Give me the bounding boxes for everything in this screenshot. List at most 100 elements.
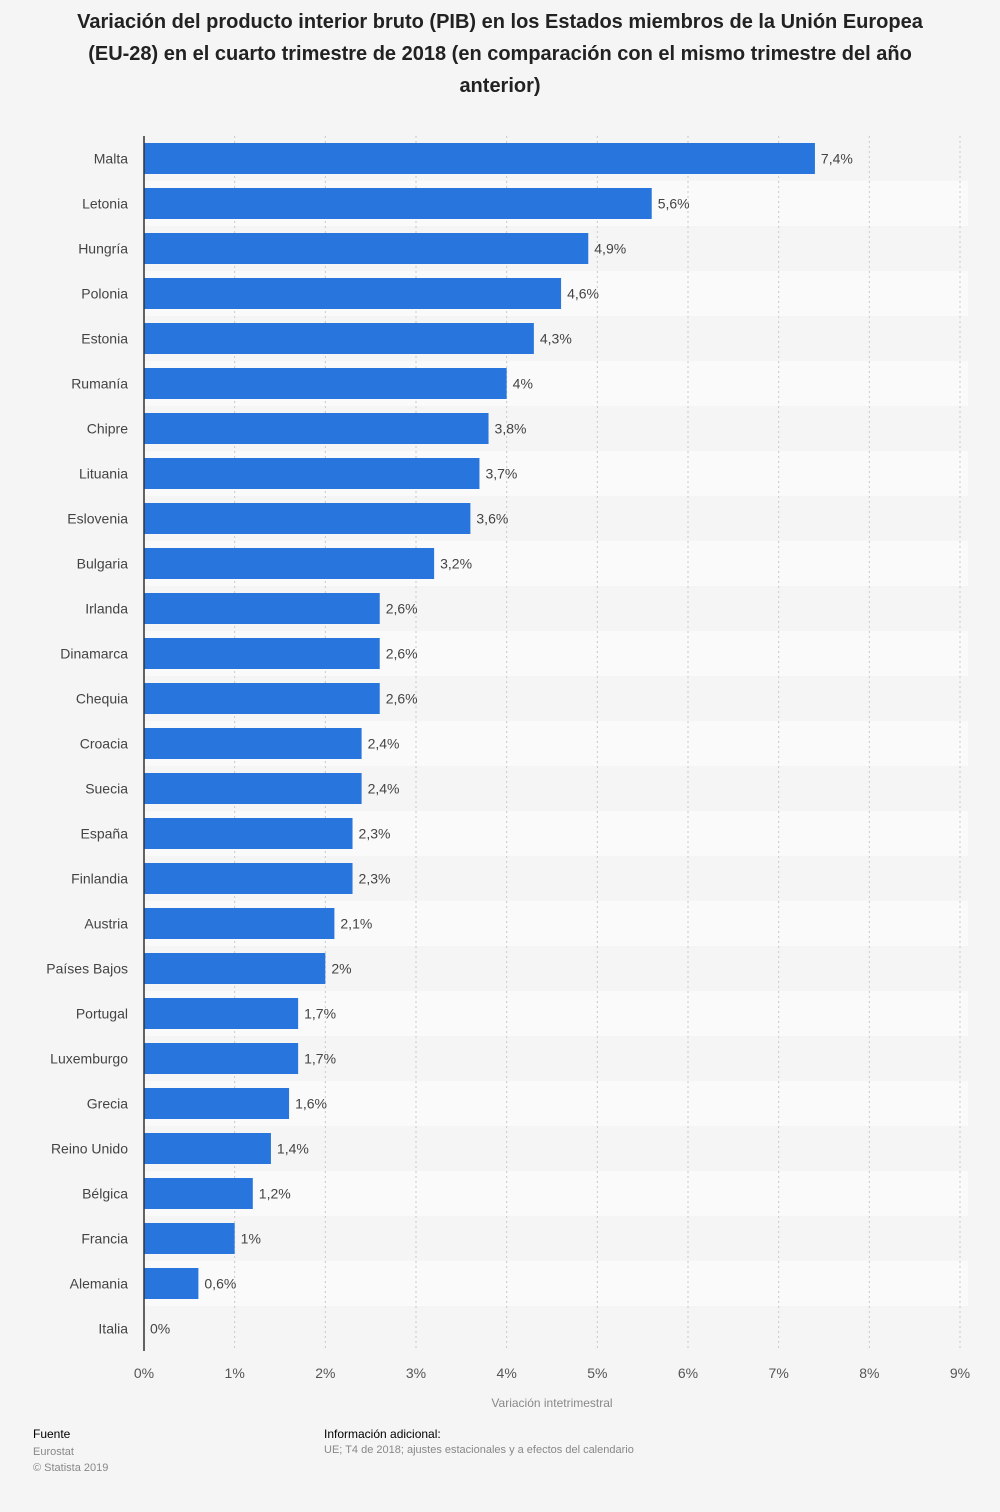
data-label: 2,1% bbox=[340, 916, 372, 932]
bar bbox=[144, 1268, 199, 1299]
data-label: 1,7% bbox=[304, 1006, 336, 1022]
data-label: 1,4% bbox=[277, 1141, 309, 1157]
bar bbox=[144, 143, 815, 174]
x-tick-label: 4% bbox=[497, 1365, 517, 1381]
bar bbox=[144, 1088, 290, 1119]
bar bbox=[144, 1223, 235, 1254]
x-tick-label: 1% bbox=[225, 1365, 245, 1381]
category-label: Lituania bbox=[79, 466, 128, 482]
category-label: Grecia bbox=[87, 1096, 128, 1112]
data-label: 3,7% bbox=[485, 466, 517, 482]
data-label: 1,6% bbox=[295, 1096, 327, 1112]
source-block: Eurostat © Statista 2019 bbox=[33, 1444, 108, 1476]
category-label: Reino Unido bbox=[51, 1141, 128, 1157]
x-tick-label: 3% bbox=[406, 1365, 426, 1381]
category-label: Rumanía bbox=[71, 376, 128, 392]
data-label: 7,4% bbox=[821, 151, 853, 167]
x-tick-label: 8% bbox=[859, 1365, 879, 1381]
data-label: 5,6% bbox=[658, 196, 690, 212]
category-label: Finlandia bbox=[71, 871, 128, 887]
category-label: Bulgaria bbox=[77, 556, 129, 572]
bar bbox=[144, 548, 435, 579]
bar bbox=[144, 863, 353, 894]
info-heading: Información adicional: bbox=[324, 1427, 441, 1441]
category-label: Luxemburgo bbox=[50, 1051, 128, 1067]
data-label: 4,9% bbox=[594, 241, 626, 257]
data-label: 1% bbox=[241, 1231, 261, 1247]
data-label: 4,3% bbox=[540, 331, 572, 347]
category-label: Portugal bbox=[76, 1006, 128, 1022]
category-label: Francia bbox=[81, 1231, 128, 1247]
bar bbox=[144, 1043, 299, 1074]
bar bbox=[144, 458, 480, 489]
value-labels: 7,4% 5,6% 4,9% 4,6% 4,3% 4% 3,8% 3,7% 3,6% 3,2% 2,… bbox=[150, 151, 853, 1337]
bar bbox=[144, 368, 507, 399]
data-label: 2,4% bbox=[368, 781, 400, 797]
x-axis-label: Variación intetrimestral bbox=[491, 1396, 612, 1410]
bar bbox=[144, 638, 380, 669]
x-tick-label: 7% bbox=[769, 1365, 789, 1381]
category-label: Bélgica bbox=[82, 1186, 128, 1202]
x-tick-label: 5% bbox=[587, 1365, 607, 1381]
data-label: 3,8% bbox=[495, 421, 527, 437]
category-label: Polonia bbox=[81, 286, 128, 302]
category-label: Croacia bbox=[80, 736, 128, 752]
data-label: 4,6% bbox=[567, 286, 599, 302]
bar bbox=[144, 953, 326, 984]
category-label: Letonia bbox=[82, 196, 128, 212]
bar bbox=[144, 683, 380, 714]
data-label: 0,6% bbox=[204, 1276, 236, 1292]
bar bbox=[144, 773, 362, 804]
category-label: Suecia bbox=[85, 781, 128, 797]
x-tick-label: 9% bbox=[950, 1365, 970, 1381]
source-name: Eurostat bbox=[33, 1446, 74, 1458]
bar bbox=[144, 503, 471, 534]
category-label: Hungría bbox=[78, 241, 128, 257]
bar bbox=[144, 593, 380, 624]
data-label: 4% bbox=[513, 376, 533, 392]
data-label: 2,6% bbox=[386, 646, 418, 662]
data-label: 3,6% bbox=[476, 511, 508, 527]
x-tick-label: 2% bbox=[315, 1365, 335, 1381]
category-label: Irlanda bbox=[85, 601, 128, 617]
x-tick-labels: 0% 1% 2% 3% 4% 5% 6% 7% 8% 9% bbox=[134, 1365, 970, 1381]
bar bbox=[144, 323, 534, 354]
data-label: 2,3% bbox=[359, 826, 391, 842]
bar bbox=[144, 728, 362, 759]
data-label: 1,7% bbox=[304, 1051, 336, 1067]
bar bbox=[144, 233, 589, 264]
data-label: 2,6% bbox=[386, 601, 418, 617]
category-label: Italia bbox=[98, 1321, 128, 1337]
data-label: 1,2% bbox=[259, 1186, 291, 1202]
category-label: Estonia bbox=[81, 331, 128, 347]
category-label: Austria bbox=[84, 916, 128, 932]
category-labels: Malta Letonia Hungría Polonia Estonia Rumanía… bbox=[46, 151, 128, 1337]
x-tick-label: 0% bbox=[134, 1365, 154, 1381]
category-label: Chipre bbox=[87, 421, 128, 437]
bar bbox=[144, 413, 489, 444]
x-tick-label: 6% bbox=[678, 1365, 698, 1381]
bars bbox=[144, 143, 815, 1299]
bar bbox=[144, 278, 562, 309]
row-stripe bbox=[144, 1261, 968, 1306]
row-stripe bbox=[144, 1171, 968, 1216]
bar bbox=[144, 908, 335, 939]
category-label: Malta bbox=[94, 151, 128, 167]
bar-chart: Malta Letonia Hungría Polonia Estonia Rumanía… bbox=[46, 136, 970, 1410]
data-label: 2,4% bbox=[368, 736, 400, 752]
bar bbox=[144, 818, 353, 849]
bar bbox=[144, 188, 652, 219]
category-label: Chequia bbox=[76, 691, 128, 707]
bar bbox=[144, 1178, 253, 1209]
data-label: 2,3% bbox=[359, 871, 391, 887]
category-label: Eslovenia bbox=[67, 511, 128, 527]
data-label: 2,6% bbox=[386, 691, 418, 707]
source-heading: Fuente bbox=[33, 1427, 71, 1441]
data-label: 0% bbox=[150, 1321, 170, 1337]
category-label: Alemania bbox=[70, 1276, 129, 1292]
info-text: UE; T4 de 2018; ajustes estacionales y a… bbox=[324, 1444, 634, 1456]
bar bbox=[144, 998, 299, 1029]
chart-title: Variación del producto interior bruto (P… bbox=[77, 11, 923, 97]
bar bbox=[144, 1133, 271, 1164]
data-label: 2% bbox=[331, 961, 351, 977]
